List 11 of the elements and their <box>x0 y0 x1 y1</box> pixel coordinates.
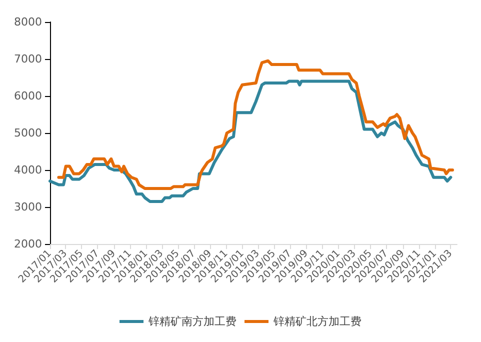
legend-label: 锌精矿南方加工费 <box>148 315 236 328</box>
line-series <box>48 80 452 203</box>
y-tick-label: 7000 <box>14 52 42 66</box>
y-tick-label: 5000 <box>14 126 42 140</box>
y-tick-label: 6000 <box>14 90 42 102</box>
y-tick-label: 3000 <box>14 200 42 214</box>
line-series <box>57 59 454 190</box>
legend-label: 锌精矿北方加工费 <box>272 315 362 328</box>
y-tick-label: 2000 <box>14 238 42 250</box>
y-tick-label: 8000 <box>14 16 42 28</box>
y-tick-label: 4000 <box>14 164 42 176</box>
